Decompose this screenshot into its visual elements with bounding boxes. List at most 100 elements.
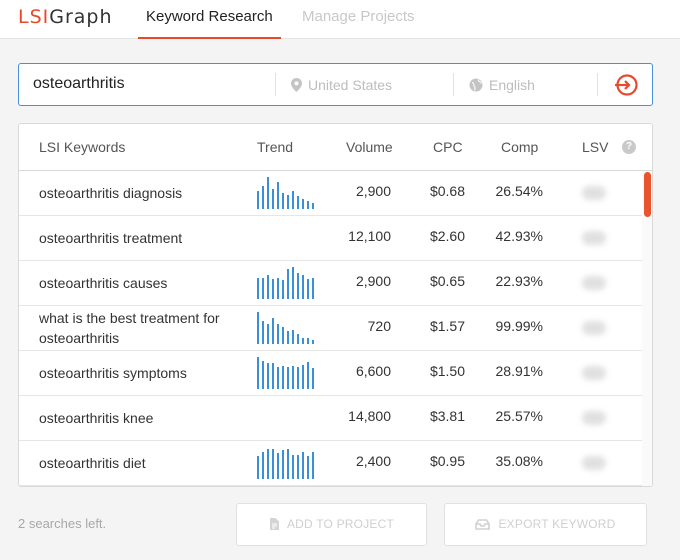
table-row[interactable]: osteoarthritis knee 14,800 $3.81 25.57% <box>19 396 643 441</box>
volume-cell: 2,900 <box>355 273 391 289</box>
trend-bar <box>292 267 294 299</box>
trend-bar <box>267 363 269 389</box>
trend-bar <box>257 312 259 344</box>
lsv-hidden-value <box>582 411 606 425</box>
trend-bar <box>292 366 294 389</box>
trend-bar <box>287 269 289 299</box>
trend-bar <box>277 367 279 389</box>
trend-bar <box>297 367 299 389</box>
cpc-cell: $0.95 <box>429 453 465 469</box>
trend-sparkline <box>257 447 317 479</box>
trend-sparkline <box>257 267 317 299</box>
export-keyword-button[interactable]: EXPORT KEYWORD <box>444 503 647 546</box>
table-row[interactable]: osteoarthritis causes 2,900 $0.65 22.93% <box>19 261 643 306</box>
trend-bar <box>282 450 284 479</box>
trend-bar <box>312 368 314 389</box>
volume-cell: 2,900 <box>355 183 391 199</box>
table-row[interactable]: what is the best treatment for osteoarth… <box>19 306 643 351</box>
trend-bar <box>272 318 274 344</box>
header-lsi-keywords[interactable]: LSI Keywords <box>39 139 126 155</box>
trend-bar <box>282 280 284 299</box>
language-selector[interactable]: English <box>469 64 535 104</box>
trend-bar <box>307 201 309 209</box>
location-selector[interactable]: United States <box>291 64 392 104</box>
trend-bar <box>272 279 274 299</box>
trend-bar <box>312 278 314 299</box>
trend-bar <box>257 357 259 389</box>
keyword-cell[interactable]: what is the best treatment for osteoarth… <box>39 310 220 346</box>
trend-sparkline <box>257 357 317 389</box>
keyword-cell[interactable]: osteoarthritis knee <box>39 410 154 426</box>
add-to-project-label: ADD TO PROJECT <box>286 517 395 531</box>
keyword-cell[interactable]: osteoarthritis diagnosis <box>39 185 183 201</box>
cpc-cell: $3.81 <box>429 408 465 424</box>
logo[interactable]: LSIGraph <box>18 6 113 28</box>
volume-cell: 6,600 <box>355 363 391 379</box>
tab-manage-projects[interactable]: Manage Projects <box>302 8 415 25</box>
header-comp[interactable]: Comp <box>501 139 539 155</box>
table-row[interactable]: osteoarthritis treatment 12,100 $2.60 42.93… <box>19 216 643 261</box>
trend-bar <box>262 186 264 209</box>
trend-bar <box>272 449 274 479</box>
table-row[interactable]: osteoarthritis diagnosis 2,900 $0.68 26.54% <box>19 171 643 216</box>
searches-left-text: 2 searches left. <box>18 516 107 531</box>
trend-bar <box>297 334 299 344</box>
table-row[interactable]: osteoarthritis symptoms 6,600 $1.50 28.91% <box>19 351 643 396</box>
trend-bar <box>257 456 259 479</box>
comp-cell: 25.57% <box>495 408 543 424</box>
trend-bar <box>297 196 299 209</box>
add-to-project-button[interactable]: ADD TO PROJECT <box>236 503 427 546</box>
divider <box>275 73 276 96</box>
divider <box>597 73 598 96</box>
trend-bar <box>302 275 304 299</box>
divider <box>453 73 454 96</box>
comp-cell: 28.91% <box>495 363 543 379</box>
trend-bar <box>277 453 279 479</box>
comp-cell: 42.93% <box>495 228 543 244</box>
keyword-cell[interactable]: osteoarthritis causes <box>39 275 168 291</box>
trend-bar <box>307 456 309 479</box>
search-bar: United States English <box>18 63 653 106</box>
location-pin-icon <box>291 78 302 92</box>
scrollbar-thumb[interactable] <box>644 172 651 217</box>
comp-cell: 26.54% <box>495 183 543 199</box>
keyword-search-input[interactable] <box>33 64 273 104</box>
tab-keyword-research[interactable]: Keyword Research <box>138 0 281 39</box>
logo-graph: Graph <box>49 6 113 28</box>
trend-bar <box>257 278 259 299</box>
keyword-cell[interactable]: osteoarthritis treatment <box>39 230 183 246</box>
document-icon <box>269 518 279 530</box>
scrollbar-track[interactable] <box>642 171 652 486</box>
enter-arrow-icon[interactable] <box>614 73 638 97</box>
trend-bar <box>302 452 304 479</box>
volume-cell: 2,400 <box>355 453 391 469</box>
trend-bar <box>287 449 289 479</box>
location-label: United States <box>308 77 393 93</box>
trend-bar <box>277 324 279 344</box>
cpc-cell: $0.65 <box>429 273 465 289</box>
trend-bar <box>312 203 314 209</box>
header-volume[interactable]: Volume <box>346 139 393 155</box>
volume-cell: 720 <box>367 318 391 334</box>
keyword-cell[interactable]: osteoarthritis diet <box>39 455 146 471</box>
help-icon[interactable]: ? <box>622 140 636 154</box>
lsv-hidden-value <box>582 366 606 380</box>
trend-bar <box>287 367 289 389</box>
table-row[interactable]: osteoarthritis diet 2,400 $0.95 35.08% <box>19 441 643 486</box>
header-cpc[interactable]: CPC <box>433 139 463 155</box>
export-keyword-label: EXPORT KEYWORD <box>498 517 616 531</box>
export-tray-icon <box>475 519 491 530</box>
trend-bar <box>262 361 264 389</box>
globe-icon <box>469 78 483 92</box>
logo-lsi: LSI <box>18 6 50 28</box>
trend-bar <box>272 363 274 389</box>
trend-bar <box>287 331 289 344</box>
trend-bar <box>277 278 279 299</box>
lsv-hidden-value <box>582 456 606 470</box>
trend-bar <box>307 338 309 344</box>
header-lsv[interactable]: LSV <box>582 139 609 155</box>
lsv-hidden-value <box>582 321 606 335</box>
keyword-cell[interactable]: osteoarthritis symptoms <box>39 365 187 381</box>
trend-bar <box>312 340 314 344</box>
cpc-cell: $0.68 <box>429 183 465 199</box>
